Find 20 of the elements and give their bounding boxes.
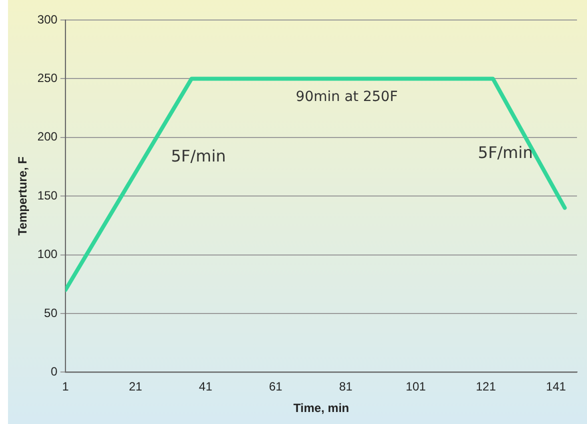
x-tick-label: 121 [476, 380, 496, 394]
x-tick-label: 101 [406, 380, 426, 394]
y-tick-label: 250 [37, 71, 58, 86]
y-tick-label: 300 [37, 12, 58, 26]
y-tick-label: 100 [37, 247, 58, 262]
x-tick-label: 61 [268, 380, 283, 394]
x-tick-label: 141 [546, 380, 566, 394]
y-tick-label: 150 [37, 188, 58, 202]
x-tick-label: 21 [128, 380, 142, 394]
x-tick-label: 81 [339, 380, 353, 394]
y-tick-label: 50 [44, 306, 58, 320]
x-tick-label: 41 [198, 380, 213, 394]
y-tick-label: 200 [37, 130, 58, 144]
y-axis-title: Temperture, F [16, 156, 30, 236]
x-tick-label: 1 [62, 380, 70, 394]
annotation: 5F/min [478, 142, 533, 162]
annotation: 5F/min [170, 146, 226, 166]
annotation: 90min at 250F [296, 89, 398, 106]
x-axis-title: Time, min [293, 401, 350, 416]
y-tick-label: 0 [50, 364, 58, 379]
